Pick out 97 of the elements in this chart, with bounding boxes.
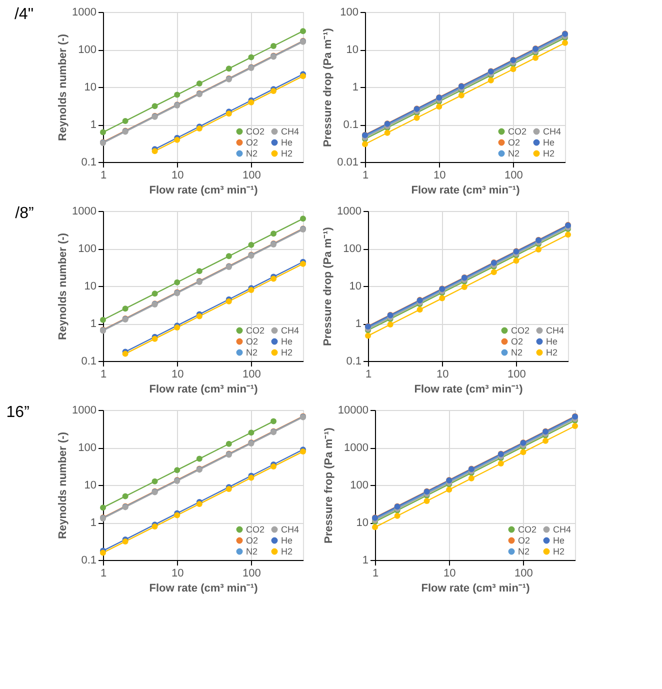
legend-label: N2 [246,348,258,358]
y-tick-label: 1 [90,119,96,131]
y-axis-title: Reynolds number (-) [57,34,70,141]
x-tick-label: 1 [100,368,107,380]
x-tick-label: 10 [436,368,449,380]
legend-label: CH4 [281,326,300,336]
x-tick-label: 10 [171,170,184,182]
x-tick-label: 100 [514,568,533,580]
legend-label: H2 [546,348,558,358]
legend-label: CO2 [518,524,537,534]
y-tick-label: 10 [349,280,362,292]
legend-label: N2 [511,348,523,358]
legend-label: H2 [543,148,555,158]
legend-label: O2 [246,336,258,346]
x-tick-label: 10 [171,568,184,580]
y-tick-label: 10000 [338,404,368,416]
x-axis-title: Flow rate (cm³ min⁻¹) [149,384,258,396]
x-tick-label: 100 [242,568,261,580]
legend-label: He [281,536,293,546]
y-tick-label: 100 [343,243,362,255]
x-axis-title: Flow rate (cm³ min⁻¹) [411,184,520,196]
y-tick-label: 100 [350,480,368,492]
legend-label: CH4 [553,524,572,534]
y-tick-label: 0.01 [337,156,358,168]
legend-label: H2 [281,148,293,158]
text: /8” [15,205,34,222]
x-axis-title: Flow rate (cm³ min⁻¹) [414,384,524,396]
y-tick-label: 10 [84,82,96,94]
y-tick-label: 0.1 [346,356,362,368]
y-tick-label: 10 [356,517,368,529]
y-tick-label: 100 [78,243,96,255]
y-tick-label: 100 [78,442,96,454]
legend-label: He [281,138,293,148]
legend-label: CH4 [281,524,300,534]
legend-label: N2 [518,546,530,556]
x-tick-label: 1 [100,170,107,182]
y-axis-title: Reynolds number (-) [57,232,70,340]
legend-label: O2 [246,138,258,148]
legend-label: O2 [246,536,258,546]
x-axis-title: Flow rate (cm³ min⁻¹) [149,582,258,594]
y-tick-label: 0.1 [81,554,96,566]
x-tick-label: 1 [100,568,107,580]
text: 16” [6,404,30,421]
y-tick-label: 1 [90,318,96,330]
x-tick-label: 1 [372,568,379,580]
y-tick-label: 0.1 [81,356,96,368]
y-tick-label: 1 [90,517,96,529]
y-tick-label: 1 [362,554,368,566]
y-tick-label: 1000 [72,6,96,18]
x-tick-label: 100 [508,368,526,380]
x-tick-label: 10 [171,368,184,380]
y-axis-title: Reynolds number (-) [57,432,70,539]
legend-label: CH4 [281,126,300,136]
y-tick-label: 1000 [72,206,96,218]
y-tick-label: 1000 [337,206,362,218]
legend-label: O2 [508,138,520,148]
text: /4" [14,6,34,23]
y-tick-label: 100 [340,6,358,18]
x-tick-label: 10 [443,568,456,580]
x-tick-label: 100 [242,170,261,182]
x-tick-label: 100 [242,368,261,380]
legend-label: CO2 [246,326,265,336]
y-tick-label: 10 [346,44,358,56]
y-tick-label: 1 [355,318,362,330]
legend-label: CO2 [246,126,265,136]
legend-label: He [281,336,293,346]
y-tick-label: 10 [84,280,96,292]
legend-label: He [546,336,558,346]
legend-label: H2 [281,546,293,556]
y-axis-title: Pressure drop (Pa m⁻¹) [322,28,334,147]
x-axis-title: Flow rate (cm³ min⁻¹) [149,184,258,196]
y-tick-label: 100 [78,44,96,56]
y-tick-label: 10 [84,480,96,492]
y-tick-label: 1000 [72,404,96,416]
legend-label: CO2 [511,326,530,336]
legend-label: O2 [511,336,524,346]
y-axis-title: Pressure frop (Pa m⁻¹) [322,427,335,544]
y-tick-label: 1 [352,82,358,94]
legend-label: CO2 [508,126,527,136]
legend-label: N2 [246,148,258,158]
y-axis-title: Pressure drop (Pa m⁻¹) [322,226,334,346]
legend-label: CH4 [543,126,562,136]
legend-label: He [553,536,565,546]
x-tick-label: 10 [433,170,446,182]
legend-label: N2 [246,546,258,556]
legend-label: He [543,138,555,148]
y-tick-label: 1000 [344,442,368,454]
legend-label: N2 [508,148,520,158]
legend-label: H2 [281,348,293,358]
legend-label: O2 [518,536,530,546]
legend-label: CO2 [246,524,265,534]
x-tick-label: 100 [504,170,523,182]
x-axis-title: Flow rate (cm³ min⁻¹) [421,582,530,594]
y-tick-label: 0.1 [81,156,96,168]
y-tick-label: 0.1 [343,119,358,131]
legend-label: CH4 [546,326,564,336]
legend-label: H2 [553,546,565,556]
